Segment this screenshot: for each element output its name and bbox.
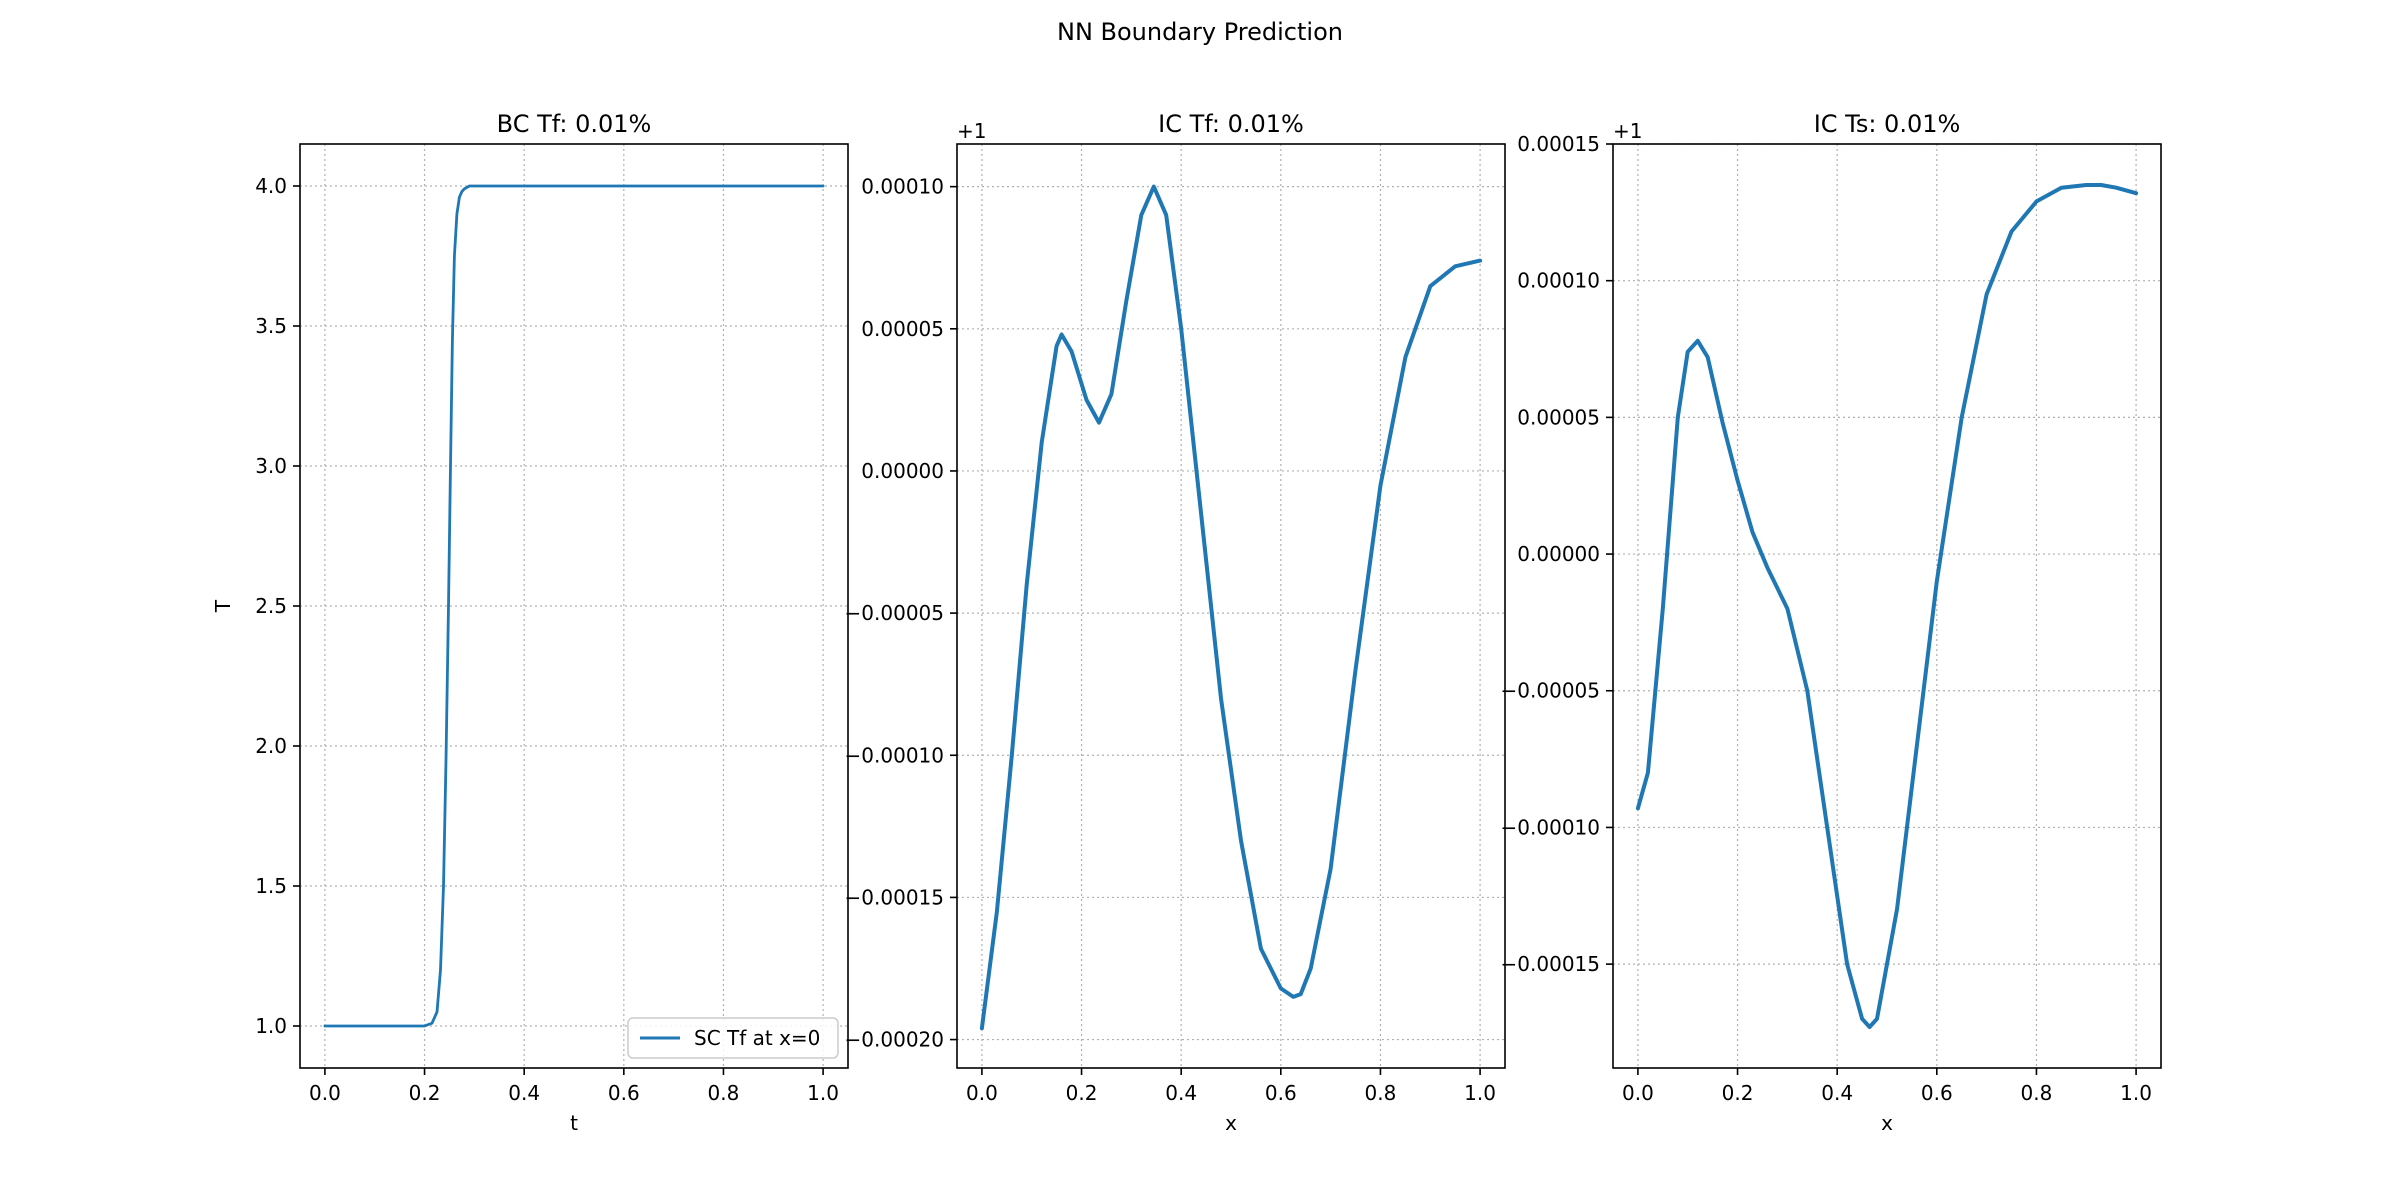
x-tick-label: 0.8 bbox=[2021, 1081, 2053, 1105]
x-tick-label: 0.0 bbox=[1622, 1081, 1654, 1105]
x-tick-label: 0.6 bbox=[1921, 1081, 1953, 1105]
y-tick-label: 0.00010 bbox=[861, 175, 944, 199]
series-line bbox=[1635, 183, 2139, 1029]
x-tick-label: 1.0 bbox=[807, 1081, 839, 1105]
y-tick-label: 2.0 bbox=[255, 734, 287, 758]
legend-box bbox=[627, 1017, 839, 1059]
subplot-title: BC Tf: 0.01% bbox=[497, 110, 652, 138]
y-tick-label: −0.00005 bbox=[1501, 679, 1600, 703]
x-tick-label: 0.8 bbox=[1365, 1081, 1397, 1105]
y-tick-label: −0.00015 bbox=[1501, 952, 1600, 976]
y-tick-label: 0.00010 bbox=[1517, 269, 1600, 293]
x-tick-label: 0.2 bbox=[409, 1081, 441, 1105]
y-tick-label: 0.00000 bbox=[1517, 542, 1600, 566]
legend-label: SC Tf at x=0 bbox=[694, 1026, 820, 1050]
subplot-2: 0.0 0.2 0.4 0.6 0.8 1.0 −0.00020 −0.00015 −0.000… bbox=[845, 110, 1506, 1135]
x-axis-label: t bbox=[570, 1111, 578, 1135]
y-tick-label: 3.5 bbox=[255, 314, 287, 338]
y-tick-label: 1.0 bbox=[255, 1014, 287, 1038]
y-tick-label: −0.00020 bbox=[845, 1028, 944, 1052]
y-tick-label: −0.00015 bbox=[845, 885, 944, 909]
subplot-3: 0.0 0.2 0.4 0.6 0.8 1.0 −0.00015 −0.00010 −0.000… bbox=[1501, 110, 2162, 1135]
legend[interactable]: SC Tf at x=0 bbox=[627, 1017, 839, 1059]
axis-offset-text: +1 bbox=[1613, 119, 1642, 143]
x-tick-label: 1.0 bbox=[1464, 1081, 1496, 1105]
y-tick-label: −0.00010 bbox=[845, 743, 944, 767]
subplot-title: IC Ts: 0.01% bbox=[1814, 110, 1961, 138]
y-tick-label: 1.5 bbox=[255, 874, 287, 898]
x-tick-label: 0.4 bbox=[1821, 1081, 1853, 1105]
y-tick-label: 0.00005 bbox=[1517, 405, 1600, 429]
y-tick-label: −0.00010 bbox=[1501, 815, 1600, 839]
x-tick-label: 0.2 bbox=[1722, 1081, 1754, 1105]
series-line bbox=[979, 184, 1483, 1031]
x-tick-label: 1.0 bbox=[2120, 1081, 2152, 1105]
y-tick-label: 0.00015 bbox=[1517, 132, 1600, 156]
x-tick-label: 0.4 bbox=[508, 1081, 540, 1105]
series-line bbox=[323, 184, 825, 1028]
subplot-title: IC Tf: 0.01% bbox=[1158, 110, 1304, 138]
x-tick-label: 0.8 bbox=[708, 1081, 740, 1105]
x-tick-label: 0.6 bbox=[1265, 1081, 1297, 1105]
y-tick-label: −0.00005 bbox=[845, 601, 944, 625]
y-axis-label: T bbox=[211, 599, 235, 613]
x-tick-label: 0.0 bbox=[309, 1081, 341, 1105]
y-tick-label: 2.5 bbox=[255, 594, 287, 618]
x-tick-label: 0.0 bbox=[966, 1081, 998, 1105]
axes-frame bbox=[1612, 143, 2162, 1069]
y-tick-label: 4.0 bbox=[255, 174, 287, 198]
axes-frame bbox=[956, 143, 1506, 1069]
y-tick-label: 0.00000 bbox=[861, 459, 944, 483]
x-tick-label: 0.4 bbox=[1165, 1081, 1197, 1105]
x-tick-label: 0.2 bbox=[1066, 1081, 1098, 1105]
y-tick-label: 0.00005 bbox=[861, 317, 944, 341]
x-tick-label: 0.6 bbox=[608, 1081, 640, 1105]
x-axis-label: x bbox=[1881, 1111, 1893, 1135]
axis-offset-text: +1 bbox=[957, 119, 986, 143]
y-tick-label: 3.0 bbox=[255, 454, 287, 478]
subplot-1: 0.0 0.2 0.4 0.6 0.8 1.0 1.0 1.5 2.0 2.5 3.0 3.5 4.0 B… bbox=[211, 110, 849, 1135]
figure-suptitle: NN Boundary Prediction bbox=[1057, 18, 1343, 46]
x-axis-label: x bbox=[1225, 1111, 1237, 1135]
